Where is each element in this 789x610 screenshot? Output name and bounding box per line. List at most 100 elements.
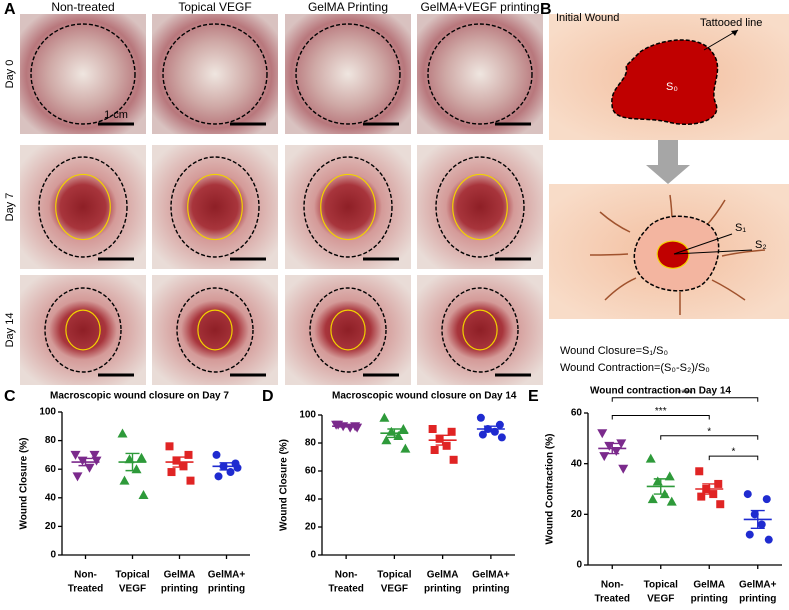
data-point: [616, 439, 627, 449]
x-tick-label: Treated: [68, 584, 104, 595]
label: Tattooed line: [700, 17, 762, 29]
wound-outline: [55, 173, 111, 241]
data-point: [379, 412, 390, 422]
arrow: [646, 140, 690, 184]
column-label: GelMA Printing: [308, 0, 388, 14]
wound-photo: [285, 275, 411, 385]
error-bar: [702, 483, 717, 495]
wound-photo: [20, 145, 146, 269]
error-bar: [78, 457, 93, 467]
label: S₂: [755, 239, 767, 251]
significance-label: *: [707, 426, 711, 437]
wound-photo: [285, 145, 411, 269]
panel-label: A: [4, 1, 16, 18]
x-tick-label: Non-: [335, 570, 358, 581]
data-point: [117, 428, 128, 438]
data-point: [599, 452, 610, 462]
label: Initial Wound: [556, 12, 619, 24]
data-point: [497, 433, 506, 442]
label: S₁: [735, 222, 746, 234]
error-bar: [125, 452, 140, 472]
y-tick-label: 80: [45, 435, 57, 446]
x-tick-label: Topical: [644, 580, 678, 591]
y-tick-label: 0: [310, 550, 316, 561]
wound-photo: [152, 14, 278, 134]
error-bar: [172, 456, 187, 468]
tattoo-outline: [427, 23, 533, 125]
x-tick-label: Topical: [115, 570, 149, 581]
x-tick-label: Treated: [328, 584, 364, 595]
data-point: [430, 446, 439, 454]
x-tick-label: Topical: [377, 570, 411, 581]
panel-label: C: [4, 388, 16, 405]
data-point: [119, 475, 130, 485]
data-point: [447, 427, 456, 436]
data-point: [72, 472, 83, 482]
x-tick-label: GelMA+: [208, 570, 246, 581]
y-tick-label: 40: [305, 494, 317, 505]
column-label: Non-treated: [51, 0, 114, 14]
x-tick-label: VEGF: [647, 594, 674, 605]
x-tick-label: GelMA: [693, 580, 725, 591]
data-point: [664, 471, 675, 481]
error-bar: [387, 428, 402, 439]
x-tick-label: printing: [739, 594, 776, 605]
row-label: Day 7: [4, 193, 16, 222]
data-point: [70, 450, 81, 460]
data-point: [695, 467, 704, 476]
wound-outline: [187, 173, 243, 241]
y-tick-label: 60: [571, 408, 583, 419]
pointer: [673, 249, 753, 255]
x-tick-label: GelMA+: [739, 580, 777, 591]
tattoo-outline: [295, 23, 401, 125]
error-bar: [219, 462, 234, 471]
data-point: [165, 442, 174, 451]
data-point: [381, 435, 392, 445]
data-point: [478, 430, 487, 439]
error-bar: [750, 509, 765, 529]
tattoo-outline: [309, 287, 387, 373]
y-tick-label: 100: [299, 410, 316, 421]
panel-label: B: [540, 1, 552, 18]
y-tick-label: 60: [305, 466, 317, 477]
y-axis-label: Wound Closure (%): [19, 437, 30, 529]
initial-wound: [611, 39, 719, 125]
tattoo-outline: [38, 156, 128, 258]
error-bar: [339, 424, 354, 428]
y-tick-label: 40: [45, 492, 57, 503]
y-axis-label: Wound Closure (%): [279, 439, 290, 531]
wound-photo: [285, 14, 411, 134]
data-point: [757, 520, 766, 529]
chart-title: Wound contraction on Day 14: [590, 386, 731, 397]
y-tick-label: 40: [571, 458, 583, 469]
tattoo-outline: [176, 287, 254, 373]
scale-label: 1 cm: [104, 109, 128, 121]
error-bar: [435, 434, 450, 446]
wound-photo: [417, 275, 543, 385]
data-point: [172, 456, 181, 465]
significance-label: *: [732, 447, 736, 458]
y-tick-label: 0: [576, 560, 582, 571]
y-tick-label: 0: [50, 550, 56, 561]
data-point: [91, 456, 102, 466]
tattoo-outline: [441, 287, 519, 373]
x-tick-label: VEGF: [119, 584, 146, 595]
chart: D Macroscopic wound closure on Day 14 Woun…: [262, 388, 517, 594]
significance-bracket: [660, 435, 759, 440]
x-tick-label: printing: [691, 594, 728, 605]
data-point: [400, 443, 411, 453]
tattoo-outline: [30, 23, 136, 125]
wound-outline: [452, 173, 508, 241]
schematic: B Initial Wound Tattooed line S₀ S₁ S₂ W…: [540, 1, 789, 374]
wound-photo: [417, 145, 543, 269]
data-point: [745, 530, 754, 539]
wound-photo: [152, 275, 278, 385]
tattoo-outline: [162, 23, 268, 125]
tattoo-outline: [435, 156, 525, 258]
arrowhead: [731, 30, 738, 36]
wound-photo: [152, 145, 278, 269]
chart: E Wound contraction on Day 14 Wound Contra…: [528, 386, 782, 605]
wound-outline: [197, 309, 233, 351]
y-tick-label: 20: [45, 521, 57, 532]
